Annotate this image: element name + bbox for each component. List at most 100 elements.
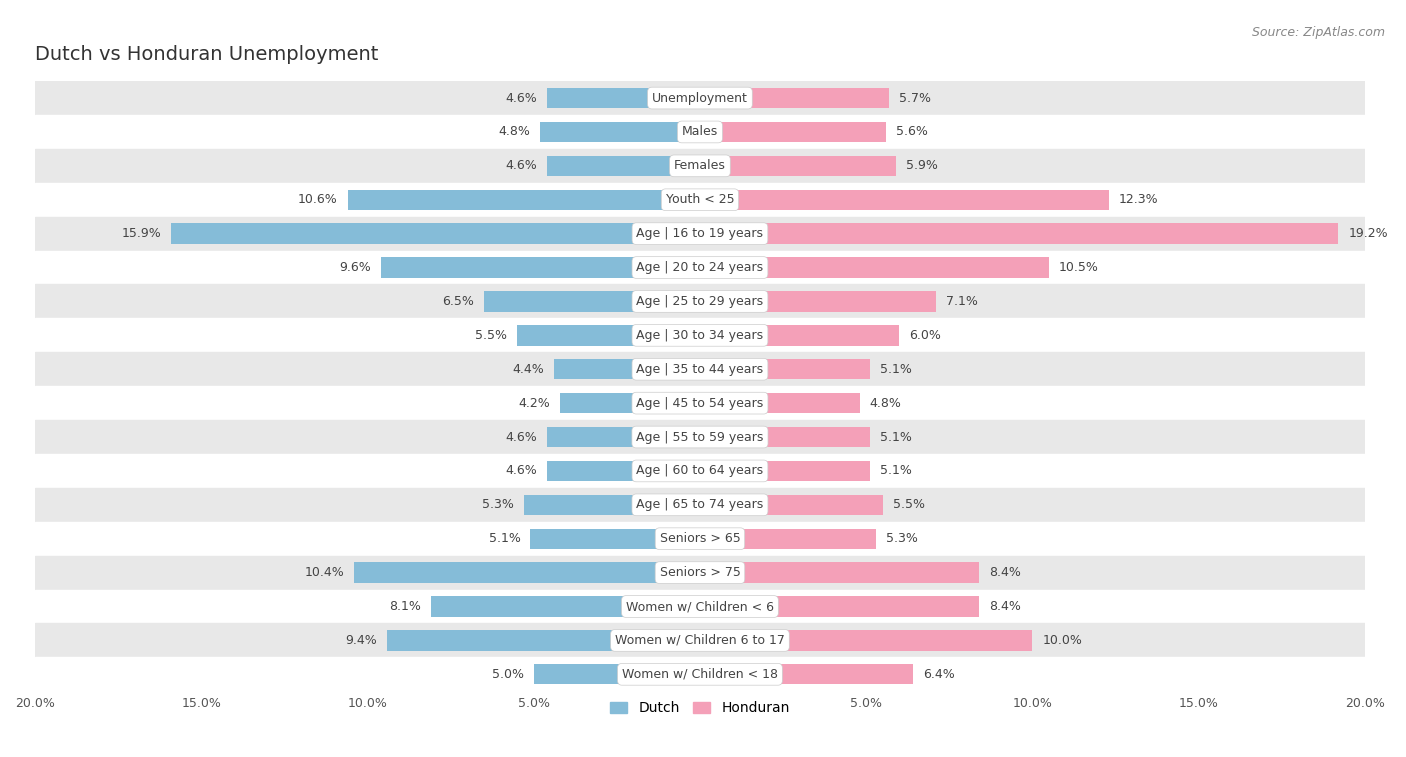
Text: 10.5%: 10.5%	[1059, 261, 1099, 274]
Bar	[35, 115, 1365, 149]
Text: 10.6%: 10.6%	[298, 193, 337, 206]
Bar	[388, 631, 700, 650]
Text: 5.1%: 5.1%	[880, 465, 911, 478]
Bar	[35, 251, 1365, 285]
Text: Age | 35 to 44 years: Age | 35 to 44 years	[637, 363, 763, 375]
Text: 5.3%: 5.3%	[482, 498, 513, 511]
Bar	[700, 291, 936, 312]
Bar	[347, 189, 700, 210]
Text: Age | 16 to 19 years: Age | 16 to 19 years	[637, 227, 763, 240]
Bar	[35, 488, 1365, 522]
Bar	[700, 359, 869, 379]
Bar	[484, 291, 700, 312]
Text: 5.1%: 5.1%	[880, 363, 911, 375]
Text: 8.1%: 8.1%	[389, 600, 420, 613]
Bar	[700, 156, 896, 176]
Text: 6.4%: 6.4%	[922, 668, 955, 681]
Bar	[700, 597, 979, 617]
Text: Age | 20 to 24 years: Age | 20 to 24 years	[637, 261, 763, 274]
Text: Age | 60 to 64 years: Age | 60 to 64 years	[637, 465, 763, 478]
Text: Source: ZipAtlas.com: Source: ZipAtlas.com	[1251, 26, 1385, 39]
Text: 10.0%: 10.0%	[1042, 634, 1083, 647]
Bar	[523, 494, 700, 515]
Bar	[35, 522, 1365, 556]
Bar	[35, 81, 1365, 115]
Bar	[700, 223, 1339, 244]
Bar	[381, 257, 700, 278]
Bar	[35, 386, 1365, 420]
Text: 4.6%: 4.6%	[505, 160, 537, 173]
Text: 4.2%: 4.2%	[519, 397, 550, 410]
Text: 5.1%: 5.1%	[880, 431, 911, 444]
Text: 4.6%: 4.6%	[505, 92, 537, 104]
Text: 5.1%: 5.1%	[488, 532, 520, 545]
Text: 12.3%: 12.3%	[1119, 193, 1159, 206]
Bar	[547, 156, 700, 176]
Bar	[35, 590, 1365, 624]
Bar	[35, 657, 1365, 691]
Bar	[35, 182, 1365, 217]
Text: Age | 30 to 34 years: Age | 30 to 34 years	[637, 329, 763, 342]
Text: 8.4%: 8.4%	[990, 600, 1021, 613]
Text: Youth < 25: Youth < 25	[665, 193, 734, 206]
Bar	[35, 556, 1365, 590]
Text: 7.1%: 7.1%	[946, 295, 979, 308]
Bar	[35, 217, 1365, 251]
Text: 4.8%: 4.8%	[499, 126, 530, 139]
Bar	[554, 359, 700, 379]
Text: 4.4%: 4.4%	[512, 363, 544, 375]
Bar	[700, 393, 859, 413]
Bar	[700, 664, 912, 684]
Text: 4.6%: 4.6%	[505, 431, 537, 444]
Text: 15.9%: 15.9%	[121, 227, 162, 240]
Bar	[35, 624, 1365, 657]
Text: Seniors > 65: Seniors > 65	[659, 532, 741, 545]
Text: 6.0%: 6.0%	[910, 329, 942, 342]
Text: Dutch vs Honduran Unemployment: Dutch vs Honduran Unemployment	[35, 45, 378, 64]
Text: Age | 45 to 54 years: Age | 45 to 54 years	[637, 397, 763, 410]
Bar	[35, 454, 1365, 488]
Text: Females: Females	[673, 160, 725, 173]
Bar	[547, 461, 700, 481]
Bar	[700, 461, 869, 481]
Text: 5.5%: 5.5%	[893, 498, 925, 511]
Bar	[700, 189, 1109, 210]
Bar	[547, 427, 700, 447]
Bar	[35, 149, 1365, 182]
Text: 5.5%: 5.5%	[475, 329, 508, 342]
Bar	[35, 352, 1365, 386]
Bar	[530, 528, 700, 549]
Text: 5.6%: 5.6%	[896, 126, 928, 139]
Bar	[700, 562, 979, 583]
Bar	[700, 494, 883, 515]
Bar	[700, 631, 1032, 650]
Bar	[534, 664, 700, 684]
Text: Women w/ Children 6 to 17: Women w/ Children 6 to 17	[614, 634, 785, 647]
Bar	[700, 427, 869, 447]
Text: 9.6%: 9.6%	[339, 261, 371, 274]
Text: 9.4%: 9.4%	[346, 634, 377, 647]
Text: 5.7%: 5.7%	[900, 92, 932, 104]
Text: 10.4%: 10.4%	[305, 566, 344, 579]
Text: 5.0%: 5.0%	[492, 668, 523, 681]
Text: 6.5%: 6.5%	[441, 295, 474, 308]
Text: Women w/ Children < 6: Women w/ Children < 6	[626, 600, 773, 613]
Bar	[700, 326, 900, 345]
Legend: Dutch, Honduran: Dutch, Honduran	[605, 696, 796, 721]
Text: 4.6%: 4.6%	[505, 465, 537, 478]
Bar	[700, 122, 886, 142]
Bar	[430, 597, 700, 617]
Text: Age | 65 to 74 years: Age | 65 to 74 years	[637, 498, 763, 511]
Bar	[700, 257, 1049, 278]
Text: 5.9%: 5.9%	[905, 160, 938, 173]
Bar	[700, 528, 876, 549]
Text: Women w/ Children < 18: Women w/ Children < 18	[621, 668, 778, 681]
Bar	[547, 88, 700, 108]
Text: 4.8%: 4.8%	[869, 397, 901, 410]
Text: Unemployment: Unemployment	[652, 92, 748, 104]
Bar	[540, 122, 700, 142]
Text: 19.2%: 19.2%	[1348, 227, 1388, 240]
Bar	[35, 285, 1365, 319]
Bar	[172, 223, 700, 244]
Text: Males: Males	[682, 126, 718, 139]
